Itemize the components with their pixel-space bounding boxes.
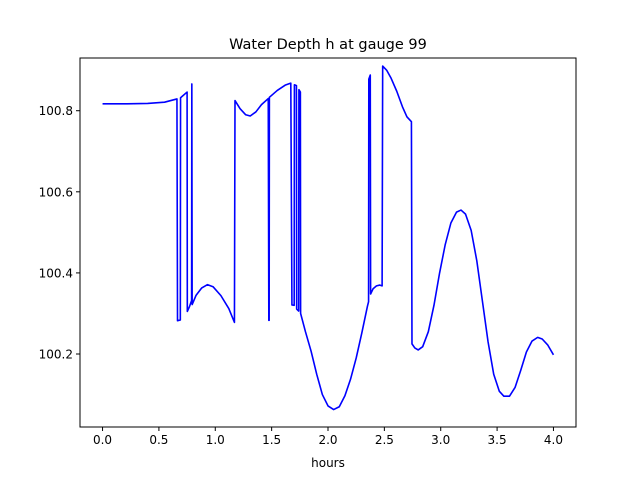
x-tick-label: 1.0: [206, 433, 225, 447]
x-tick-label: 2.0: [318, 433, 337, 447]
x-tick-label: 2.5: [375, 433, 394, 447]
x-tick-label: 1.5: [262, 433, 281, 447]
x-axis-label: hours: [311, 456, 345, 470]
series-layer: [102, 65, 555, 411]
y-axis: 100.2 100.4 100.6 100.8: [39, 104, 80, 362]
chart-title: Water Depth h at gauge 99: [229, 37, 427, 53]
y-tick-label: 100.4: [39, 266, 73, 280]
x-tick-label: 3.0: [431, 433, 450, 447]
y-tick-label: 100.6: [39, 185, 73, 199]
y-tick-label: 100.8: [39, 104, 73, 118]
y-tick-label: 100.2: [39, 348, 73, 362]
x-tick-label: 0.5: [149, 433, 168, 447]
x-tick-label: 3.5: [488, 433, 507, 447]
x-tick-label: 4.0: [544, 433, 563, 447]
x-axis: 0.0 0.5 1.0 1.5 2.0 2.5 3.0 3.5 4.0: [93, 427, 563, 447]
series-line-0: [102, 65, 555, 411]
x-tick-label: 0.0: [93, 433, 112, 447]
